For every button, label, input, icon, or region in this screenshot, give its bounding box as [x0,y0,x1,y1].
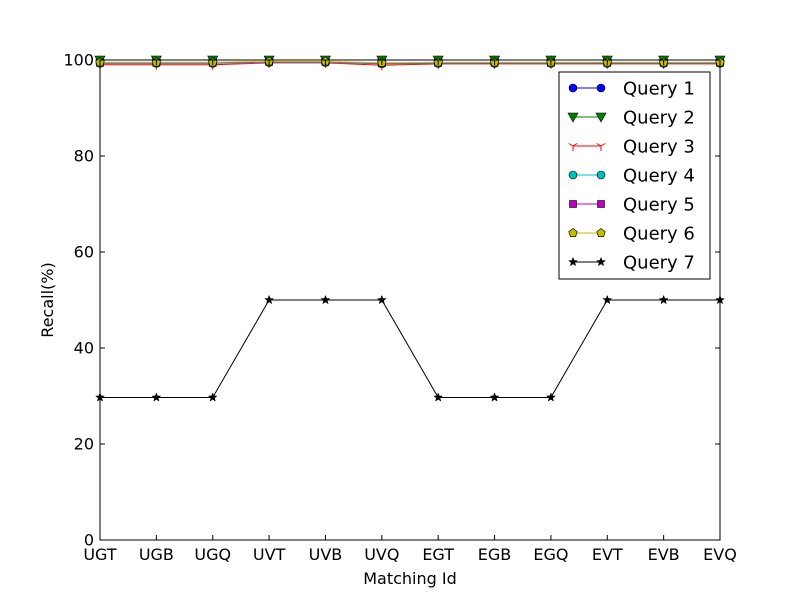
legend-marker [596,83,606,93]
legend-label: Query 1 [623,79,695,100]
x-tick-label: EVT [592,545,623,564]
legend-marker [568,170,578,180]
y-axis: 0 20 40 60 80 100 [63,51,720,550]
legend-label: Query 2 [623,108,695,129]
data-point-query-7-evb [658,294,669,305]
data-point-query-7-evt [602,294,613,305]
x-tick-label: EGB [478,545,511,564]
data-point-query-7-egb [489,392,500,402]
series-line-query-7 [100,299,720,398]
legend: Query 1 Query 2 Query 3 Query 4 Query 5 Query… [558,71,711,280]
data-point-query-7-ugq [207,392,218,402]
x-tick-label: EVQ [703,545,737,564]
legend-marker [595,112,607,123]
legend-entry-query-2: Query 2 [567,108,695,129]
y-tick-label: 0 [84,531,94,550]
y-tick-label: 40 [74,339,94,358]
legend-label: Query 3 [623,137,695,158]
legend-label: Query 7 [623,253,695,274]
legend-entry-query-5: Query 5 [569,195,695,216]
legend-marker [596,228,606,237]
legend-marker [596,170,606,180]
legend-marker [568,83,578,93]
x-tick-label: UGT [83,545,117,564]
y-tick-label: 100 [63,51,94,70]
legend-entry-query-6: Query 6 [568,224,695,245]
legend-entry-query-1: Query 1 [568,79,695,100]
legend-marker [568,256,578,267]
data-point-query-7-egt [433,392,444,402]
legend-marker [596,256,606,267]
legend-entry-query-4: Query 4 [568,166,695,187]
series-query-7 [95,294,725,402]
legend-marker [569,200,577,208]
legend-marker [596,143,606,151]
legend-entry-query-3: Query 3 [568,137,695,158]
y-axis-label: Recall(%) [38,262,57,337]
x-tick-label: UVT [253,545,286,564]
y-tick-label: 80 [74,147,94,166]
x-tick-label: EGQ [533,545,568,564]
x-tick-label: EVB [648,545,680,564]
plot-frame [99,59,721,541]
x-tick-label: EGT [422,545,454,564]
x-tick-label: UVB [309,545,343,564]
x-tick-label: UVQ [364,545,399,564]
series-line-query-6 [100,60,720,64]
legend-entry-query-7: Query 7 [568,253,695,274]
x-tick-label: UGQ [194,545,231,564]
legend-label: Query 4 [623,166,695,187]
legend-marker [568,228,578,237]
y-tick-label: 20 [74,435,94,454]
legend-label: Query 6 [623,224,695,245]
data-point-query-7-uvt [264,294,275,305]
x-axis: UGT UGB UGQ UVT UVB UVQ EGT EGB EGQ EVT EVB EVQ [83,60,737,564]
data-point-query-7-ugb [151,392,162,402]
data-point-query-7-egq [545,392,556,402]
x-tick-label: UGB [139,545,174,564]
legend-marker [597,200,605,208]
y-tick-label: 60 [74,243,94,262]
legend-label: Query 5 [623,195,695,216]
legend-marker [567,112,579,123]
data-point-query-7-uvq [376,294,387,305]
x-axis-label: Matching Id [363,569,457,588]
data-point-query-7-uvb [320,294,331,305]
legend-marker [568,143,578,151]
